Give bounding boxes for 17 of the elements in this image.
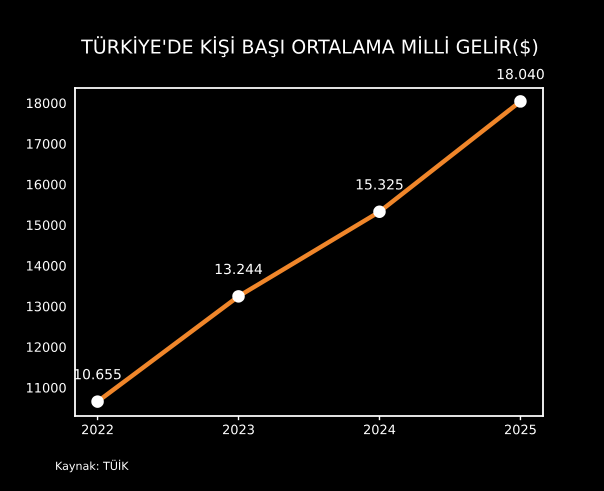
x-tick-label: 2024 <box>364 424 396 434</box>
x-tick-label: 2022 <box>82 424 113 434</box>
data-label: 18.040 <box>498 68 544 80</box>
y-tick-label: 16000 <box>26 180 66 190</box>
x-tick-label: 2025 <box>504 424 536 434</box>
y-tick-label: 14000 <box>26 260 66 271</box>
y-tick-label: 17000 <box>26 139 66 149</box>
y-tick-label: 15000 <box>26 220 66 230</box>
data-label: 13.244 <box>216 264 262 274</box>
chart-title: TÜRKİYE'DE KİŞİ BAŞI ORTALAMA MİLLİ GELİR($) <box>81 36 538 58</box>
x-tick-label: 2023 <box>223 424 254 434</box>
y-tick-label: 18000 <box>26 98 66 108</box>
text: Kaynak: TÜİK <box>56 460 129 472</box>
y-tick-label: 11000 <box>26 382 66 393</box>
data-label: 15.325 <box>356 179 403 190</box>
y-tick-label: 13000 <box>26 302 66 312</box>
y-tick-label: 12000 <box>26 342 66 352</box>
